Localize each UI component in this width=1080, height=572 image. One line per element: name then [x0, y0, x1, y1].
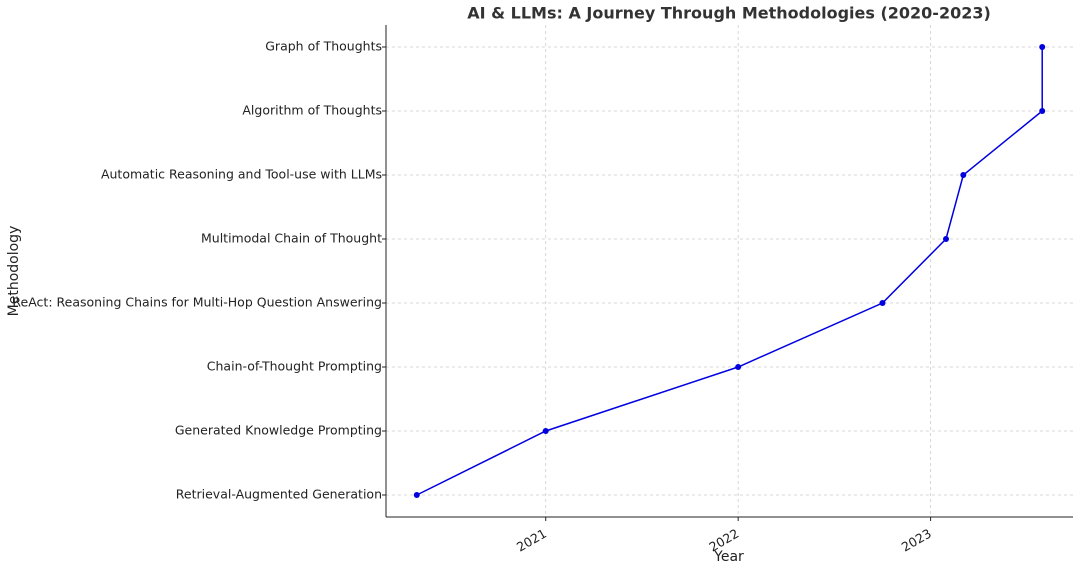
point: [942, 236, 949, 242]
x-tick-label: 2023: [899, 526, 934, 555]
y-tick-label: Automatic Reasoning and Tool-use with LL…: [101, 167, 382, 182]
x-axis-label: Year: [713, 549, 744, 565]
chart-title: AI & LLMs: A Journey Through Methodologi…: [467, 4, 991, 23]
point: [542, 428, 549, 434]
point: [960, 172, 967, 178]
y-tick-label: Multimodal Chain of Thought: [201, 231, 382, 246]
line: [416, 47, 1043, 496]
y-tick-label: Generated Knowledge Prompting: [175, 423, 382, 438]
point: [879, 300, 886, 306]
point: [735, 364, 742, 370]
point: [413, 492, 420, 498]
x-tick-label: 2021: [514, 526, 549, 555]
y-axis-label: Methodology: [6, 226, 22, 317]
point: [1039, 108, 1046, 114]
y-tick-label: ReAct: Reasoning Chains for Multi-Hop Qu…: [12, 295, 382, 310]
y-tick-label: Retrieval-Augmented Generation: [176, 487, 382, 502]
y-tick-label: Chain-of-Thought Prompting: [207, 359, 382, 374]
y-tick-label: Graph of Thoughts: [265, 39, 382, 54]
point: [1039, 44, 1046, 50]
y-tick-label: Algorithm of Thoughts: [242, 103, 382, 118]
